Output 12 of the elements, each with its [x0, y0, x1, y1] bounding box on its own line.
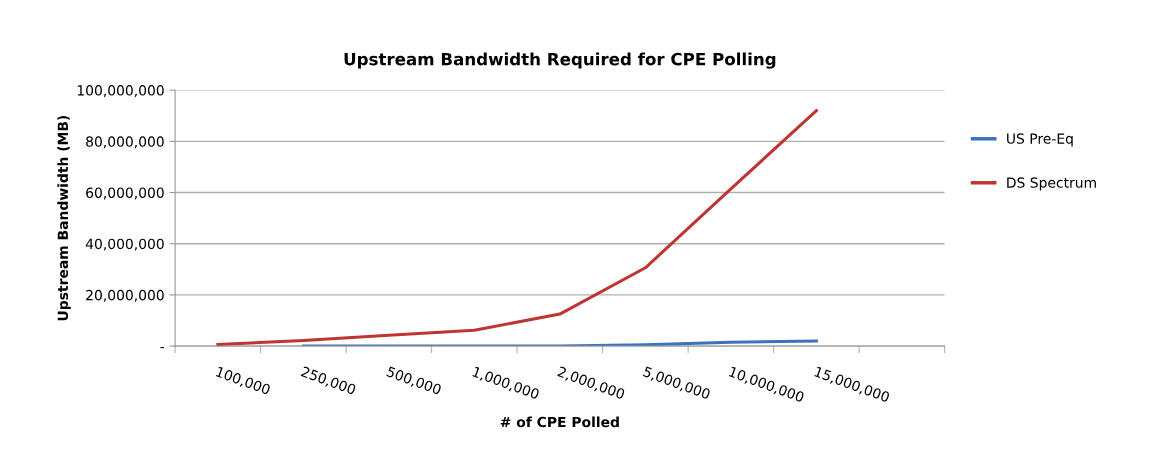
y-tick-label: 40,000,000 — [85, 238, 164, 251]
chart-title: Upstream Bandwidth Required for CPE Polling — [344, 52, 776, 69]
y-tick-label: 80,000,000 — [86, 136, 164, 149]
y-tick-label: 100,000,000 — [77, 85, 164, 98]
legend-label: DS Spectrum — [1007, 177, 1096, 191]
y-tick-label: 20,000,000 — [86, 289, 164, 302]
y-tick-label: - — [160, 347, 165, 349]
legend-label: US Pre-Eq — [1007, 133, 1073, 147]
x-axis-title: # of CPE Polled — [500, 416, 619, 428]
y-tick-label: 60,000,000 — [86, 187, 164, 200]
y-axis-title: Upstream Bandwidth (MB) — [57, 115, 71, 321]
line-series — [216, 109, 818, 347]
